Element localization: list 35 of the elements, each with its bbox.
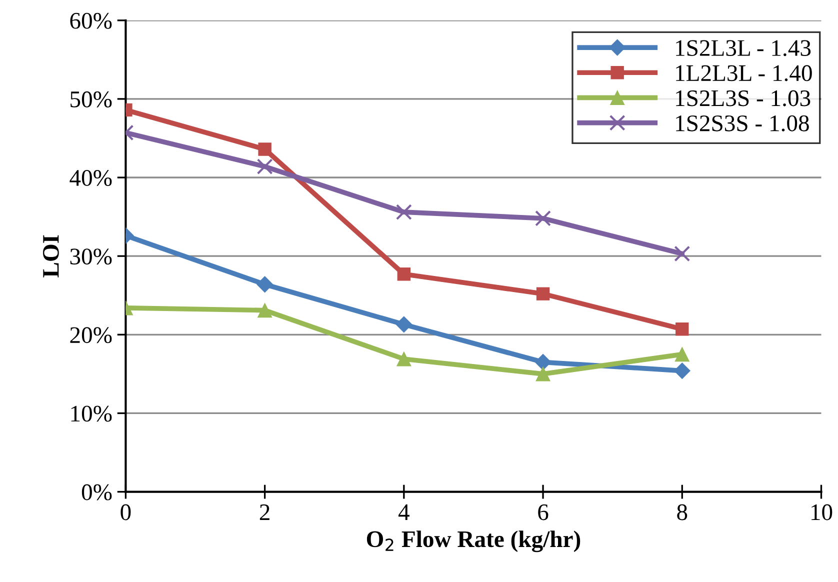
legend-label: 1S2L3S - 1.03 — [676, 90, 810, 106]
point — [396, 316, 412, 333]
legend-label: 1S2L3L - 1.43 — [676, 40, 811, 56]
x-tick-label: 6 — [538, 504, 548, 520]
point — [674, 246, 690, 262]
x-tick-label: 10 — [812, 504, 832, 520]
y-tick-label: 30% — [70, 248, 112, 265]
y-tick-label: 10% — [71, 406, 112, 422]
y-axis-title: LOI — [43, 235, 59, 278]
point — [397, 268, 411, 281]
y-tick-label: 0% — [82, 484, 112, 500]
point — [258, 303, 272, 318]
point — [535, 210, 552, 226]
point — [396, 204, 412, 220]
point — [676, 322, 689, 336]
point — [258, 142, 272, 156]
y-tick-label: 50% — [70, 91, 112, 108]
legend-label: 1L2L3L - 1.40 — [676, 65, 812, 82]
y-tick-label: 40% — [70, 170, 112, 186]
point — [534, 354, 552, 370]
y-tick-label: 60% — [70, 12, 112, 29]
y-tick-label: 20% — [70, 327, 112, 344]
x-axis-title: O$_{2}$ Flow Rate (kg/hr) — [366, 530, 580, 552]
x-tick-label: 0 — [120, 504, 131, 520]
point — [256, 276, 274, 293]
x-tick-label: 8 — [677, 504, 688, 520]
point — [536, 366, 550, 382]
point — [674, 362, 690, 379]
point — [536, 287, 550, 300]
point — [256, 158, 273, 174]
legend-label: 1S2S3S - 1.08 — [676, 115, 809, 132]
x-tick-label: 2 — [260, 504, 270, 520]
x-tick-label: 4 — [398, 504, 410, 520]
point — [396, 352, 412, 366]
point — [674, 347, 690, 362]
